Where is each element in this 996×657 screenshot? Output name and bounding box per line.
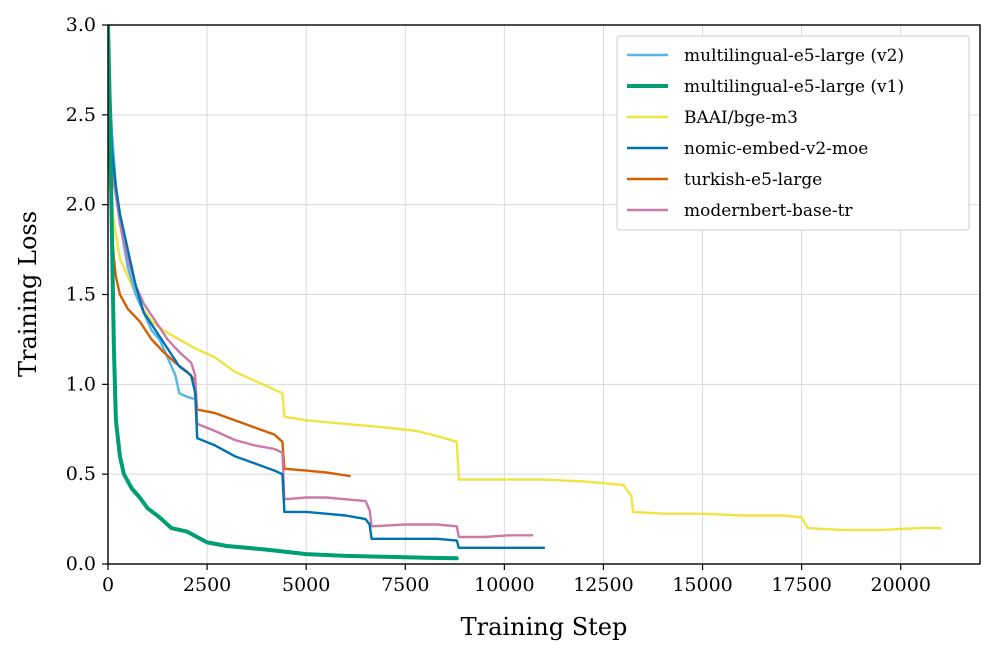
series-lines — [108, 25, 942, 561]
series-line-nomic-embed-v2-moe — [108, 41, 546, 549]
x-tick-label: 0 — [102, 574, 114, 596]
y-tick-label: 2.0 — [66, 194, 96, 216]
series-line-multilingual-e5-large-v1 — [108, 25, 459, 561]
legend-label: turkish-e5-large — [684, 170, 822, 190]
series-line-turkish-e5-large — [108, 95, 351, 478]
y-tick-label: 1.0 — [66, 373, 96, 395]
legend: multilingual-e5-large (v2) multilingual-e… — [616, 35, 970, 231]
y-tick-label: 1.5 — [66, 284, 96, 306]
x-tick-label: 7500 — [381, 574, 429, 596]
legend-label: multilingual-e5-large (v1) — [684, 77, 904, 97]
legend-label: nomic-embed-v2-moe — [684, 139, 868, 159]
x-tick-label: 15000 — [672, 574, 732, 596]
series-line-modernbert-base-tr — [108, 140, 534, 539]
y-axis-title: Training Loss — [14, 211, 42, 377]
x-tick-label: 5000 — [282, 574, 330, 596]
legend-box — [616, 35, 970, 231]
y-tick-label: 0.5 — [66, 463, 96, 485]
y-tick-label: 3.0 — [66, 14, 96, 36]
y-tick-label: 2.5 — [66, 104, 96, 126]
axis-ticks: 0 2500 5000 7500 10000 12500 15000 17500 20000 0.… — [66, 14, 931, 596]
legend-label: modernbert-base-tr — [684, 201, 853, 221]
legend-label: multilingual-e5-large (v2) — [684, 46, 904, 66]
x-tick-label: 10000 — [474, 574, 534, 596]
legend-label: BAAI/bge-m3 — [684, 108, 798, 128]
x-tick-label: 20000 — [871, 574, 931, 596]
series-line-baai-bge-m3 — [108, 167, 942, 532]
legend-items: multilingual-e5-large (v2) multilingual-e… — [627, 46, 904, 221]
x-axis-title: Training Step — [461, 613, 628, 641]
y-tick-label: 0.0 — [66, 553, 96, 575]
x-tick-label: 2500 — [183, 574, 231, 596]
x-tick-label: 12500 — [573, 574, 633, 596]
x-tick-label: 17500 — [771, 574, 831, 596]
